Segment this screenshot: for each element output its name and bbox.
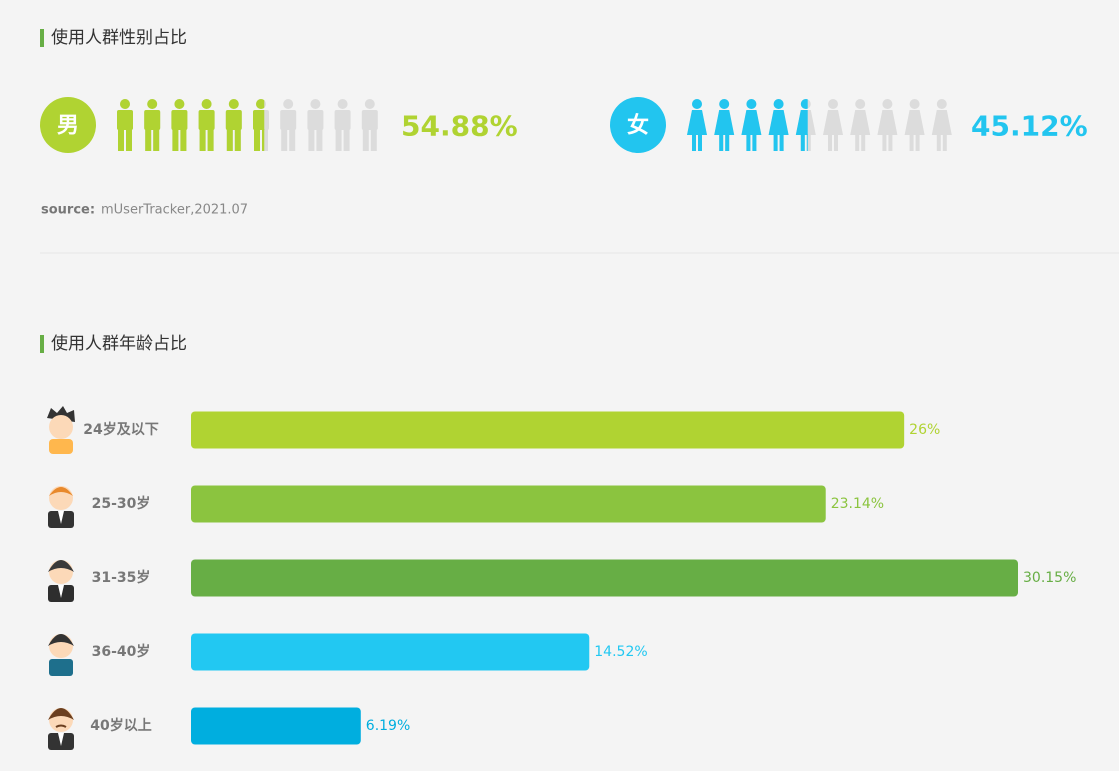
source: mUserTracker,2021.07 (101, 203, 248, 218)
figure-empty (823, 99, 843, 151)
age-label: 24岁及以下 (83, 421, 158, 438)
figure (198, 99, 215, 151)
value-label: 14.52% (594, 644, 647, 660)
section-title: 使用人群年龄占比 (51, 333, 187, 354)
figure (768, 99, 789, 151)
figure-empty (931, 99, 952, 151)
value-label: 6.19% (366, 718, 410, 734)
bar (191, 559, 1018, 597)
age-label: 40岁以上 (90, 717, 151, 734)
figure (225, 99, 242, 151)
gender-label: 男 (57, 114, 79, 139)
figure (117, 99, 133, 151)
age-label: 31-35岁 (92, 569, 151, 586)
gender-label: 女 (627, 113, 649, 139)
figure-empty (307, 99, 324, 151)
figure (714, 99, 735, 151)
figure (171, 99, 188, 151)
title-marker (40, 335, 44, 353)
bar (191, 411, 905, 449)
title-marker (40, 29, 44, 47)
value-label: 26% (909, 422, 940, 438)
figure-empty (850, 99, 871, 151)
figure-empty (334, 99, 351, 151)
section-title: 使用人群性别占比 (51, 27, 187, 48)
bar (191, 485, 826, 523)
figure (144, 99, 161, 151)
figure-empty (361, 99, 378, 151)
bar (191, 707, 361, 745)
percent-label: 45.12% (971, 110, 1088, 143)
value-label: 30.15% (1023, 570, 1076, 586)
figure-empty (280, 99, 297, 151)
gender-badge (610, 97, 666, 153)
gender-badge (40, 97, 96, 153)
age-label: 25-30岁 (92, 495, 151, 512)
figure (687, 99, 707, 151)
figure (741, 99, 762, 151)
percent-label: 54.88% (401, 110, 518, 143)
source-label: source: (41, 203, 95, 218)
figure-empty (877, 99, 898, 151)
value-label: 23.14% (831, 496, 884, 512)
bar (191, 633, 590, 671)
figure-empty (904, 99, 925, 151)
age-label: 36-40岁 (92, 643, 151, 660)
avatars (47, 406, 75, 750)
